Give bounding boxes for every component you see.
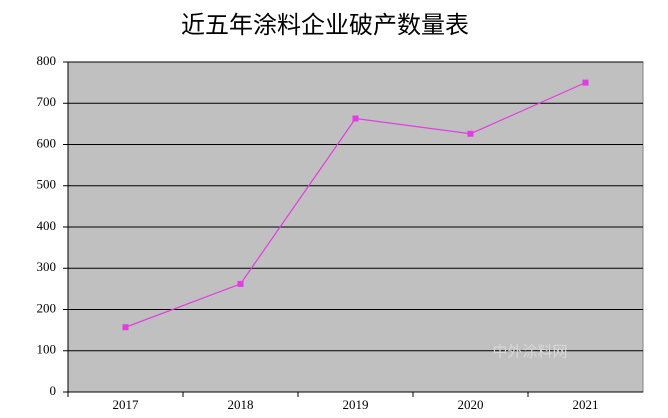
watermark: 中外涂料网 [492,343,567,361]
x-tick-label: 2021 [573,397,599,412]
x-tick-label: 2019 [343,397,369,412]
x-tick-label: 2018 [228,397,254,412]
y-tick-label: 500 [37,177,57,192]
y-tick-label: 0 [50,383,57,398]
x-tick-label: 2017 [113,397,140,412]
chart-title: 近五年涂料企业破产数量表 [181,11,469,39]
y-tick-label: 300 [37,259,57,274]
y-tick-label: 800 [37,53,57,68]
y-tick-label: 100 [37,342,57,357]
y-tick-label: 200 [37,300,57,315]
y-tick-label: 600 [37,135,57,150]
marker [467,130,474,137]
x-tick-label: 2020 [458,397,484,412]
marker [582,79,589,86]
y-tick-label: 400 [37,218,57,233]
marker [122,324,129,331]
y-tick-label: 700 [37,94,57,109]
marker [352,115,359,122]
marker [237,280,244,287]
